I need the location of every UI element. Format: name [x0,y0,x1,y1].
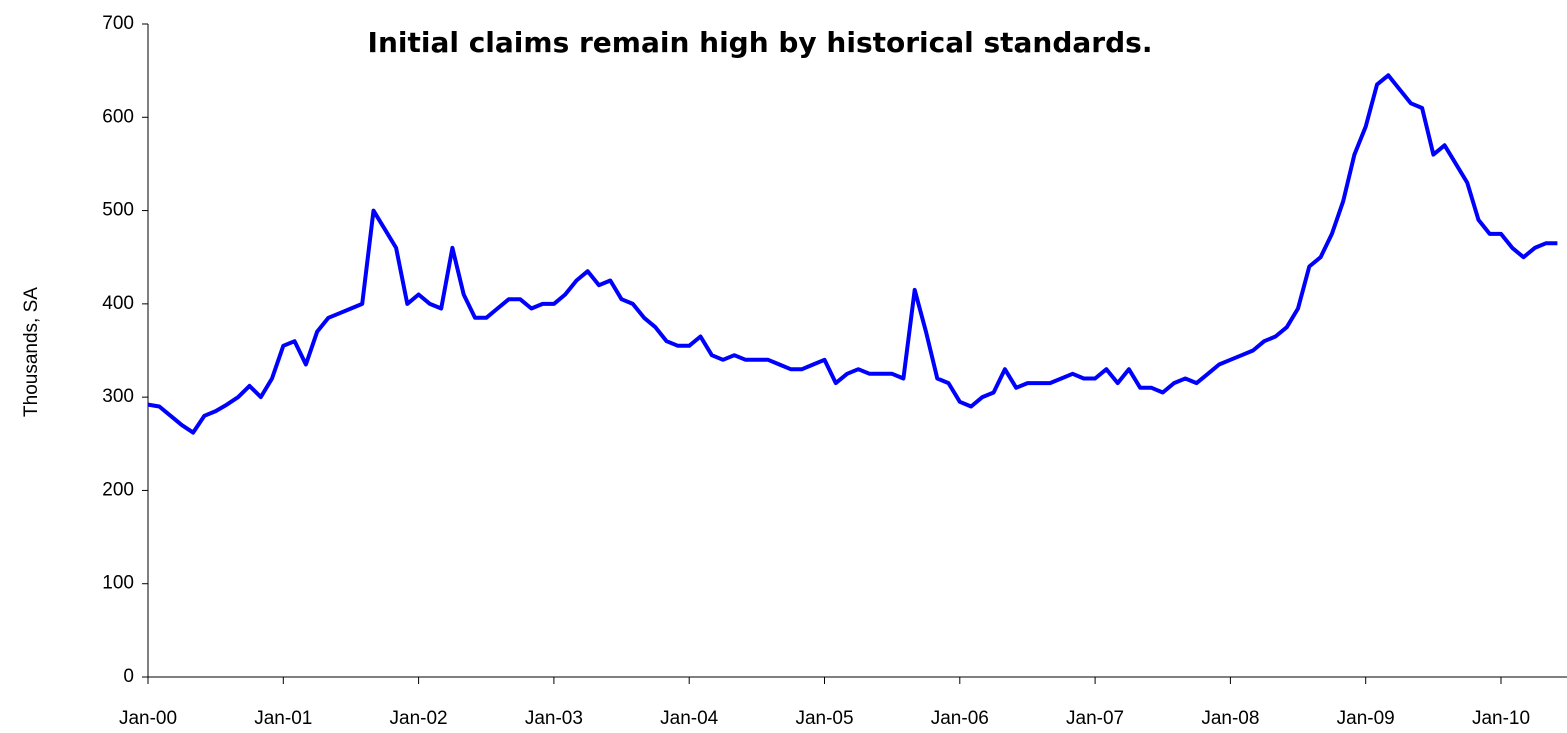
data-line [147,73,1558,435]
x-tick-label: Jan-03 [525,708,583,729]
x-tick-label: Jan-01 [254,708,312,729]
x-tick-label: Jan-06 [931,708,989,729]
x-tick-label: Jan-09 [1337,708,1395,729]
y-tick-label: 0 [123,666,134,687]
x-tick-label: Jan-08 [1201,708,1259,729]
y-tick-label: 300 [102,386,134,407]
x-tick-label: Jan-00 [119,708,177,729]
x-tick-label: Jan-07 [1066,708,1124,729]
y-tick-label: 200 [102,479,134,500]
y-tick-label: 500 [102,200,134,221]
y-tick-label: 600 [102,106,134,127]
y-tick-label: 100 [102,573,134,594]
chart-title: Initial claims remain high by historical… [368,26,1153,59]
y-axis-label: Thousands, SA [21,287,42,417]
x-tick-label: Jan-04 [660,708,719,729]
x-tick-label: Jan-05 [795,708,853,729]
y-tick-label: 700 [102,13,134,34]
x-tick-label: Jan-10 [1472,708,1530,729]
x-tick-label: Jan-02 [390,708,448,729]
y-tick-label: 400 [102,293,134,314]
